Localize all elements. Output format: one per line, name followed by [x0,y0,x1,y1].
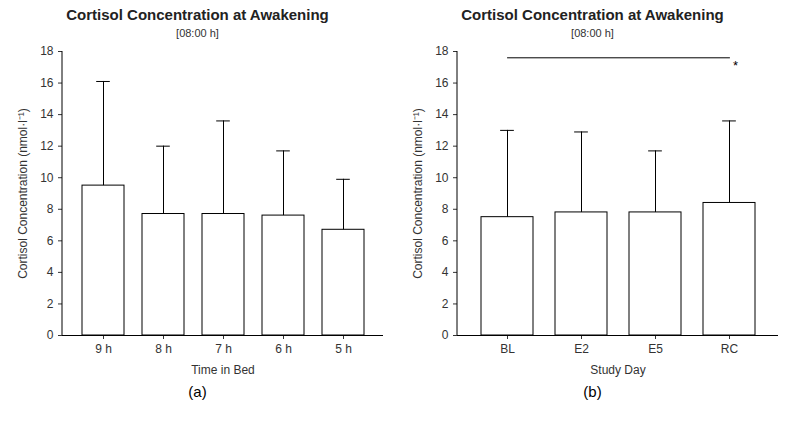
svg-text:5 h: 5 h [335,342,352,356]
svg-text:*: * [733,58,738,73]
svg-text:16: 16 [40,76,54,90]
svg-text:9 h: 9 h [95,342,112,356]
svg-text:12: 12 [435,139,449,153]
svg-text:BL: BL [500,342,515,356]
svg-text:4: 4 [442,265,449,279]
svg-text:0: 0 [47,328,54,342]
svg-text:RC: RC [721,342,739,356]
svg-text:8: 8 [442,202,449,216]
html-text:(b): (b) [583,383,602,400]
svg-text:12: 12 [40,139,54,153]
svg-text:10: 10 [435,171,449,185]
svg-text:4: 4 [47,265,54,279]
svg-text:8: 8 [47,202,54,216]
html-text:Cortisol Concentration at Awak: Cortisol Concentration at Awakening [461,6,724,23]
svg-text:Study Day: Study Day [590,363,645,377]
svg-text:2: 2 [442,297,449,311]
svg-text:E2: E2 [574,342,589,356]
html-text:[08:00 h]: [08:00 h] [176,27,219,39]
svg-text:10: 10 [40,171,54,185]
html-text:Cortisol Concentration at Awak: Cortisol Concentration at Awakening [66,6,329,23]
svg-text:Cortisol Concentration (nmol·l: Cortisol Concentration (nmol·l⁻¹) [411,108,425,279]
svg-text:Time in Bed: Time in Bed [191,363,255,377]
svg-text:6: 6 [442,234,449,248]
svg-text:E5: E5 [648,342,663,356]
svg-text:18: 18 [435,44,449,58]
html-text:[08:00 h]: [08:00 h] [571,27,614,39]
svg-text:6: 6 [47,234,54,248]
svg-text:6 h: 6 h [275,342,292,356]
svg-text:14: 14 [40,107,54,121]
svg-text:0: 0 [442,328,449,342]
svg-text:14: 14 [435,107,449,121]
svg-text:2: 2 [47,297,54,311]
html-text:(a): (a) [188,383,207,400]
svg-text:8 h: 8 h [155,342,172,356]
svg-text:7 h: 7 h [215,342,232,356]
svg-text:18: 18 [40,44,54,58]
svg-text:Cortisol Concentration (nmol·l: Cortisol Concentration (nmol·l⁻¹) [16,108,30,279]
svg-text:16: 16 [435,76,449,90]
